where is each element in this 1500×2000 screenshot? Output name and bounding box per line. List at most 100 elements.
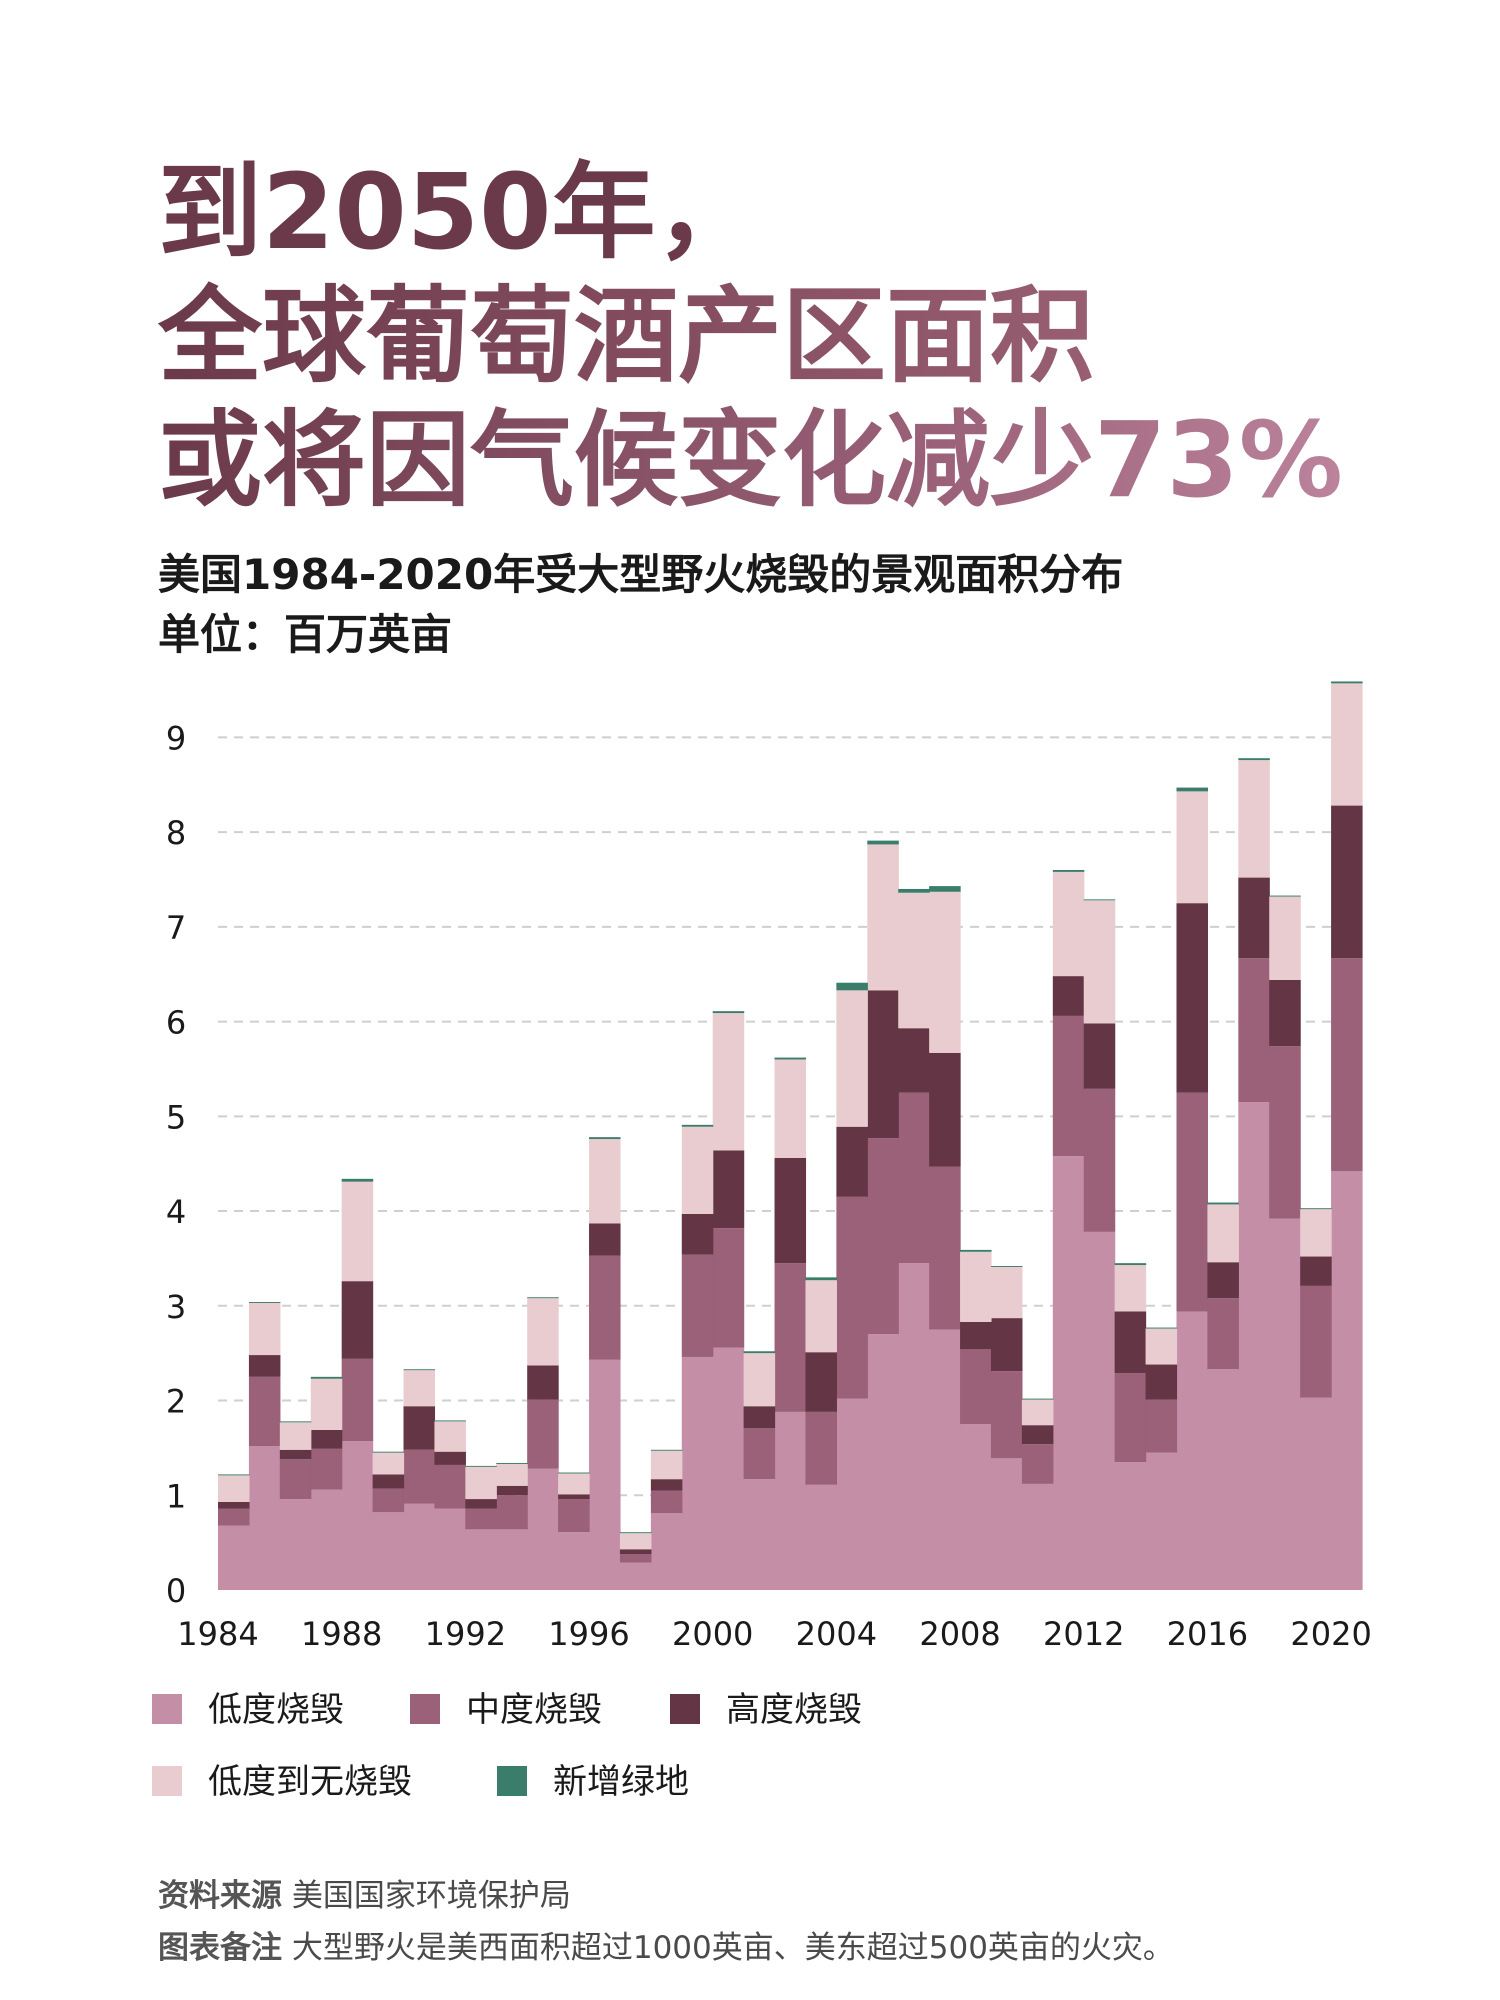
segment-high-2014 (1145, 1364, 1178, 1400)
segment-unburned_low-1989 (372, 1452, 405, 1475)
y-tick-label-2: 2 (166, 1383, 186, 1421)
legend-item-greenness: 新增绿地 (497, 1762, 689, 1802)
segment-moderate-2005 (867, 1138, 899, 1335)
headline-line-2: 全球葡萄酒产区面积 (158, 274, 1458, 398)
segment-unburned_low-2013 (1114, 1265, 1147, 1312)
segment-low-1996 (589, 1359, 621, 1590)
segment-greenness-1985 (248, 1302, 281, 1303)
x-tick-label-2008: 2008 (919, 1615, 1000, 1653)
segment-unburned_low-2019 (1300, 1209, 1332, 1257)
segment-greenness-1984 (218, 1474, 250, 1476)
source-label: 资料来源 (158, 1878, 282, 1914)
segment-moderate-2011 (1052, 1015, 1085, 1157)
legend-label-high: 高度烧毁 (726, 1690, 862, 1730)
x-tick-label-1988: 1988 (301, 1615, 382, 1653)
segment-high-2000 (712, 1150, 745, 1229)
segment-low-2005 (867, 1334, 899, 1590)
segment-moderate-2016 (1207, 1298, 1239, 1370)
segment-unburned_low-2007 (929, 891, 961, 1053)
segment-unburned_low-2001 (743, 1353, 776, 1407)
segment-moderate-1994 (527, 1399, 559, 1469)
segment-greenness-2005 (867, 840, 899, 845)
segment-unburned_low-2010 (1021, 1399, 1054, 1426)
segment-unburned_low-1993 (496, 1464, 528, 1486)
segment-moderate-2014 (1145, 1399, 1178, 1453)
segment-greenness-1998 (650, 1449, 683, 1451)
segment-moderate-1988 (341, 1358, 374, 1442)
segment-low-2006 (898, 1263, 930, 1590)
segment-unburned_low-2003 (805, 1280, 837, 1353)
segment-unburned_low-2017 (1238, 760, 1270, 878)
segment-moderate-1990 (403, 1449, 436, 1504)
segment-moderate-2012 (1083, 1088, 1116, 1232)
segment-low-2003 (805, 1484, 837, 1590)
segment-moderate-2018 (1269, 1046, 1301, 1219)
segment-greenness-1991 (434, 1420, 466, 1422)
y-tick-label-6: 6 (166, 1004, 186, 1042)
segment-greenness-2007 (929, 886, 961, 892)
segment-high-2008 (960, 1321, 992, 1350)
legend-item-unburned-low: 低度到无烧毁 (152, 1762, 412, 1802)
segment-low-1989 (372, 1512, 405, 1590)
y-tick-label-1: 1 (166, 1477, 186, 1515)
segment-unburned_low-2004 (836, 990, 868, 1127)
segment-greenness-2001 (743, 1351, 776, 1354)
segment-high-2003 (805, 1352, 837, 1412)
segment-greenness-1995 (558, 1472, 590, 1474)
segment-low-2017 (1238, 1102, 1270, 1590)
y-tick-label-0: 0 (166, 1572, 186, 1610)
legend-swatch-moderate (410, 1693, 440, 1724)
segment-low-2007 (929, 1329, 961, 1590)
segment-high-2006 (898, 1028, 930, 1093)
segment-high-2001 (743, 1406, 776, 1428)
segment-high-1991 (434, 1451, 466, 1465)
y-tick-label-5: 5 (166, 1098, 186, 1136)
segment-high-2002 (774, 1158, 807, 1264)
segment-low-2019 (1300, 1397, 1332, 1590)
segment-moderate-2004 (836, 1196, 868, 1399)
segment-low-1986 (279, 1499, 312, 1590)
segment-moderate-2003 (805, 1411, 837, 1485)
segment-unburned_low-2015 (1176, 791, 1209, 904)
segment-greenness-2002 (774, 1057, 807, 1060)
segment-greenness-2018 (1269, 895, 1301, 897)
segment-high-2012 (1083, 1023, 1116, 1089)
segment-unburned_low-1984 (218, 1475, 250, 1502)
legend-swatch-greenness (497, 1765, 527, 1796)
segment-unburned_low-2014 (1145, 1328, 1178, 1365)
x-tick-label-1992: 1992 (425, 1615, 506, 1653)
legend-swatch-unburned-low (152, 1765, 182, 1796)
segment-moderate-1992 (465, 1508, 497, 1530)
segment-moderate-1999 (681, 1254, 714, 1357)
segment-low-2010 (1021, 1483, 1054, 1590)
legend-label-low: 低度烧毁 (208, 1690, 344, 1730)
chart-title: 美国1984-2020年受大型野火烧毁的景观面积分布 (158, 550, 1124, 599)
segment-moderate-2019 (1300, 1285, 1332, 1398)
segment-greenness-2000 (712, 1011, 745, 1014)
segment-moderate-1997 (619, 1554, 652, 1563)
segment-high-2007 (929, 1052, 961, 1167)
segment-moderate-1986 (279, 1459, 312, 1500)
x-tick-label-2004: 2004 (796, 1615, 877, 1653)
segment-low-1992 (465, 1529, 497, 1590)
segment-low-1985 (248, 1446, 281, 1590)
segment-high-2017 (1238, 877, 1270, 959)
segment-low-1991 (434, 1508, 466, 1590)
segment-unburned_low-2018 (1269, 896, 1301, 980)
segment-unburned_low-1990 (403, 1370, 436, 1407)
segment-high-1994 (527, 1365, 559, 1400)
segment-moderate-1985 (248, 1376, 281, 1446)
segment-low-1999 (681, 1356, 714, 1590)
segment-unburned_low-1985 (248, 1302, 281, 1356)
legend-label-greenness: 新增绿地 (553, 1762, 689, 1802)
segment-unburned_low-1994 (527, 1298, 559, 1366)
segment-unburned_low-2009 (990, 1266, 1023, 1319)
x-tick-label-2016: 2016 (1167, 1615, 1248, 1653)
segment-moderate-2001 (743, 1428, 776, 1480)
segment-moderate-1989 (372, 1488, 405, 1513)
segment-greenness-1997 (619, 1532, 652, 1534)
segment-moderate-2006 (898, 1092, 930, 1264)
segment-moderate-2009 (990, 1371, 1023, 1459)
segment-greenness-2014 (1145, 1327, 1178, 1329)
segment-low-1987 (310, 1489, 343, 1590)
